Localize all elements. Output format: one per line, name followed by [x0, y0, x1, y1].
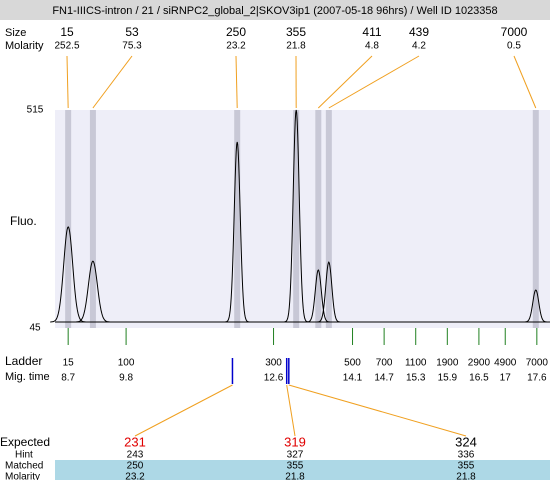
expected-connector — [286, 384, 296, 437]
row-label: Hint — [15, 450, 33, 461]
expected-value: 324 — [455, 434, 477, 449]
ladder-time: 15.9 — [438, 373, 458, 384]
expected-hint: 243 — [127, 450, 144, 461]
peak-molarity: 23.2 — [226, 41, 246, 52]
peak-size: 411 — [362, 25, 381, 39]
peak-band — [325, 110, 332, 328]
ladder-time: 17.6 — [527, 373, 547, 384]
ladder-size: 15 — [63, 358, 75, 369]
peak-molarity: 4.2 — [412, 41, 426, 52]
ladder-time: 8.7 — [61, 373, 75, 384]
ladder-size: 1900 — [436, 358, 459, 369]
ladder-size: 2900 — [468, 358, 491, 369]
peak-trace — [284, 109, 309, 323]
expected-label: Expected — [0, 435, 50, 449]
ladder-label: Ladder — [5, 354, 42, 368]
expected-connector — [134, 384, 233, 437]
title-bar — [0, 0, 550, 20]
expected-hint: 336 — [458, 450, 475, 461]
peak-trace — [316, 261, 341, 323]
peak-size: 355 — [286, 25, 306, 39]
peak-molarity: 4.8 — [365, 41, 379, 52]
expected-matched: 355 — [287, 461, 304, 472]
ladder-time: 17 — [500, 373, 512, 384]
ladder-time: 14.1 — [343, 373, 363, 384]
row-label: Molarity — [5, 40, 44, 52]
expected-matched: 250 — [127, 461, 144, 472]
expected-molarity: 21.8 — [456, 472, 476, 480]
ladder-size: 700 — [376, 358, 393, 369]
ladder-size: 1100 — [405, 358, 427, 369]
row-label: Molarity — [5, 472, 40, 480]
ladder-time: 14.7 — [374, 373, 394, 384]
peak-size: 15 — [60, 25, 74, 39]
peak-trace — [50, 226, 87, 323]
ladder-size: 7000 — [526, 358, 549, 369]
expected-matched: 355 — [458, 461, 475, 472]
peak-size: 7000 — [501, 25, 528, 39]
mig-time-label: Mig. time — [5, 371, 50, 383]
peak-band — [293, 110, 300, 328]
title: FN1-IIICS-intron / 21 / siRNPC2_global_2… — [52, 5, 497, 17]
peak-molarity: 252.5 — [54, 41, 79, 52]
peak-molarity: 21.8 — [286, 41, 306, 52]
y-tick-label: 515 — [27, 105, 44, 116]
peak-trace — [523, 289, 548, 323]
peak-band — [89, 110, 96, 328]
expected-value: 319 — [284, 434, 306, 449]
peak-connector — [92, 55, 133, 109]
y-tick-label: 45 — [29, 323, 41, 334]
row-label: Matched — [5, 461, 43, 472]
peak-size: 439 — [409, 25, 429, 39]
peak-band — [532, 110, 539, 328]
ladder-time: 9.8 — [119, 373, 133, 384]
peak-molarity: 75.3 — [122, 41, 142, 52]
peak-connector — [235, 55, 238, 109]
expected-connector — [288, 384, 467, 437]
ladder-time: 16.5 — [469, 373, 489, 384]
expected-molarity: 21.8 — [285, 472, 305, 480]
peak-band — [234, 110, 241, 328]
y-axis-label: Fluo. — [10, 214, 37, 228]
ladder-time: 12.6 — [264, 373, 284, 384]
peak-connector — [328, 55, 420, 109]
peak-molarity: 0.5 — [507, 41, 521, 52]
peak-trace — [306, 269, 331, 323]
ladder-size: 100 — [118, 358, 135, 369]
ladder-size: 500 — [344, 358, 361, 369]
expected-value: 231 — [124, 434, 146, 449]
matched-row-bg — [55, 460, 550, 480]
ladder-size: 300 — [265, 358, 282, 369]
ladder-time: 15.3 — [406, 373, 426, 384]
peak-band — [65, 110, 72, 328]
ladder-size: 4900 — [494, 358, 517, 369]
peak-band — [315, 110, 322, 328]
peak-connector — [513, 55, 537, 109]
peak-connector — [66, 55, 69, 109]
peak-connector — [317, 55, 373, 109]
peak-trace — [225, 141, 250, 323]
row-label: Size — [5, 27, 26, 39]
expected-molarity: 23.2 — [125, 472, 145, 480]
peak-trace — [74, 260, 111, 323]
peak-size: 250 — [226, 25, 246, 39]
expected-hint: 327 — [287, 450, 304, 461]
peak-size: 53 — [125, 25, 139, 39]
